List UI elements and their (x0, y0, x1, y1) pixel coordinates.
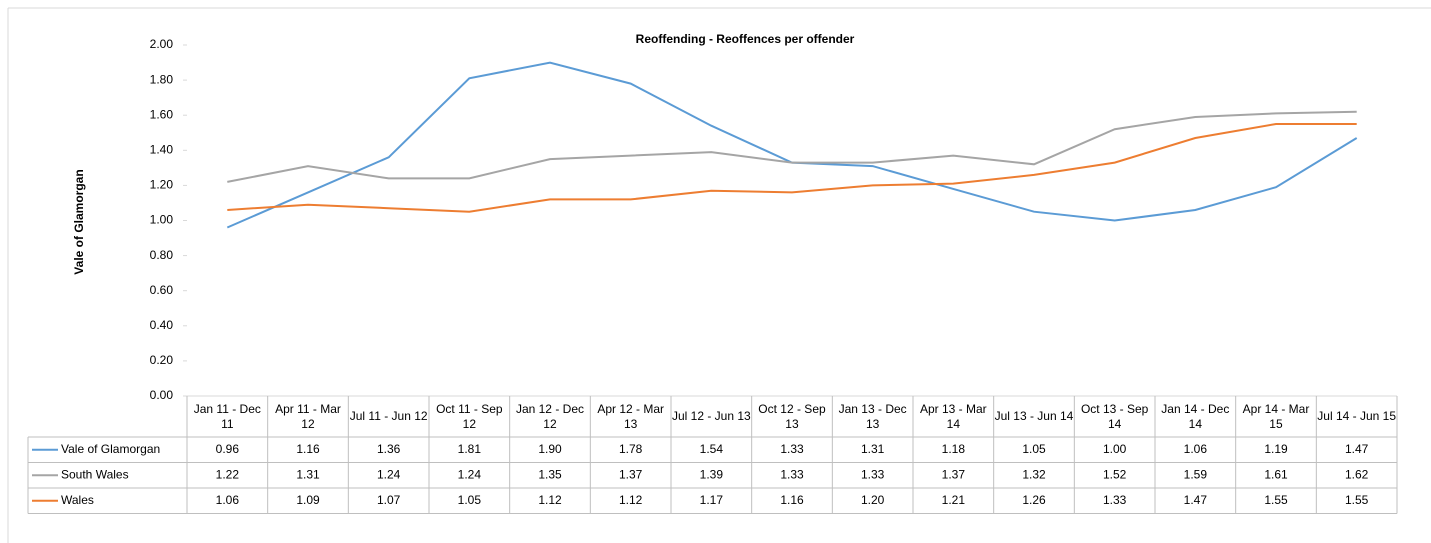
table-value: 1.18 (942, 442, 966, 456)
table-value: 1.00 (1103, 442, 1127, 456)
y-tick-label: 0.60 (150, 283, 174, 297)
x-category-cell: Oct 13 - Sep 14 (1080, 401, 1149, 431)
table-value: 1.47 (1345, 442, 1369, 456)
table-value: 1.26 (1022, 493, 1046, 507)
y-tick-label: 0.20 (150, 353, 174, 367)
table-value: 1.22 (216, 467, 240, 481)
legend-label: Wales (61, 493, 94, 507)
x-tick-label: Oct 13 - Sep 14 (1080, 401, 1149, 431)
x-tick-label: Jul 13 - Jun 14 (994, 409, 1074, 423)
y-tick-label: 0.40 (150, 318, 174, 332)
table-value: 1.37 (942, 467, 966, 481)
x-category-cell: Jul 14 - Jun 15 (1317, 409, 1397, 423)
table-value: 1.09 (296, 493, 320, 507)
y-axis-label: Vale of Glamorgan (72, 169, 86, 274)
table-value: 1.06 (1184, 442, 1208, 456)
x-category-cell: Jul 12 - Jun 13 (671, 409, 751, 423)
x-category-cell: Apr 14 - Mar 15 (1242, 401, 1310, 431)
x-tick-label: Jan 11 - Dec 11 (193, 401, 261, 431)
table-value: 1.16 (296, 442, 320, 456)
table-value: 1.33 (1103, 493, 1127, 507)
y-tick-label: 0.00 (150, 388, 174, 402)
table-value: 1.61 (1264, 467, 1288, 481)
table-value: 1.59 (1184, 467, 1208, 481)
x-tick-label: Jan 14 - Dec 14 (1161, 401, 1230, 431)
table-value: 1.55 (1264, 493, 1288, 507)
chart-title: Reoffending - Reoffences per offender (636, 32, 855, 46)
x-category-cell: Jul 11 - Jun 12 (349, 409, 428, 423)
y-tick-label: 1.40 (150, 142, 174, 156)
table-value: 1.36 (377, 442, 401, 456)
table-value: 1.16 (780, 493, 804, 507)
table-value: 1.05 (458, 493, 482, 507)
x-tick-label: Apr 12 - Mar 13 (597, 401, 664, 431)
table-value: 1.12 (538, 493, 562, 507)
x-category-cell: Jan 12 - Dec 12 (515, 401, 584, 431)
x-tick-label: Oct 12 - Sep 13 (758, 401, 826, 431)
table-value: 1.06 (216, 493, 240, 507)
x-tick-label: Apr 13 - Mar 14 (919, 401, 987, 431)
table-value: 1.24 (377, 467, 401, 481)
table-value: 1.12 (619, 493, 643, 507)
table-value: 1.21 (942, 493, 966, 507)
table-value: 1.39 (700, 467, 724, 481)
x-category-cell: Jan 14 - Dec 14 (1161, 401, 1230, 431)
y-tick-label: 1.80 (150, 72, 174, 86)
table-value: 1.19 (1264, 442, 1288, 456)
x-tick-label: Jul 11 - Jun 12 (349, 409, 428, 423)
y-tick-label: 2.00 (150, 37, 174, 51)
table-value: 1.35 (538, 467, 562, 481)
legend-label: South Wales (61, 467, 129, 481)
table-value: 1.33 (780, 467, 804, 481)
table-value: 1.32 (1022, 467, 1046, 481)
table-value: 0.96 (216, 442, 240, 456)
table-value: 1.62 (1345, 467, 1369, 481)
table-value: 1.31 (296, 467, 320, 481)
line-series (227, 110, 1357, 183)
table-value: 1.90 (538, 442, 562, 456)
table-value: 1.37 (619, 467, 643, 481)
x-category-cell: Apr 11 - Mar 12 (275, 401, 341, 431)
table-value: 1.47 (1184, 493, 1208, 507)
x-category-cell: Jan 11 - Dec 11 (193, 401, 261, 431)
table-value: 1.05 (1022, 442, 1046, 456)
x-category-cell: Oct 12 - Sep 13 (758, 401, 826, 431)
table-value: 1.54 (700, 442, 724, 456)
table-value: 1.78 (619, 442, 643, 456)
table-value: 1.20 (861, 493, 885, 507)
table-value: 1.07 (377, 493, 401, 507)
table-value: 1.52 (1103, 467, 1127, 481)
legend-label: Vale of Glamorgan (61, 442, 160, 456)
x-tick-label: Jan 13 - Dec 13 (838, 401, 907, 431)
table-value: 1.24 (458, 467, 482, 481)
table-value: 1.33 (861, 467, 885, 481)
x-category-cell: Oct 11 - Sep 12 (436, 401, 503, 431)
table-value: 1.81 (458, 442, 482, 456)
x-tick-label: Apr 14 - Mar 15 (1242, 401, 1310, 431)
x-tick-label: Jan 12 - Dec 12 (515, 401, 584, 431)
x-category-cell: Apr 12 - Mar 13 (597, 401, 664, 431)
table-value: 1.17 (700, 493, 724, 507)
table-value: 1.31 (861, 442, 885, 456)
x-tick-label: Jul 14 - Jun 15 (1317, 409, 1397, 423)
x-tick-label: Apr 11 - Mar 12 (275, 401, 341, 431)
table-value: 1.33 (780, 442, 804, 456)
x-category-cell: Jul 13 - Jun 14 (994, 409, 1074, 423)
x-tick-label: Oct 11 - Sep 12 (436, 401, 503, 431)
y-tick-label: 1.20 (150, 178, 174, 192)
table-value: 1.55 (1345, 493, 1369, 507)
y-tick-label: 0.80 (150, 248, 174, 262)
x-category-cell: Jan 13 - Dec 13 (838, 401, 907, 431)
line-series (227, 123, 1357, 213)
x-tick-label: Jul 12 - Jun 13 (671, 409, 751, 423)
line-series (226, 61, 1358, 229)
y-tick-label: 1.60 (150, 107, 174, 121)
x-category-cell: Apr 13 - Mar 14 (919, 401, 987, 431)
y-tick-label: 1.00 (150, 213, 174, 227)
